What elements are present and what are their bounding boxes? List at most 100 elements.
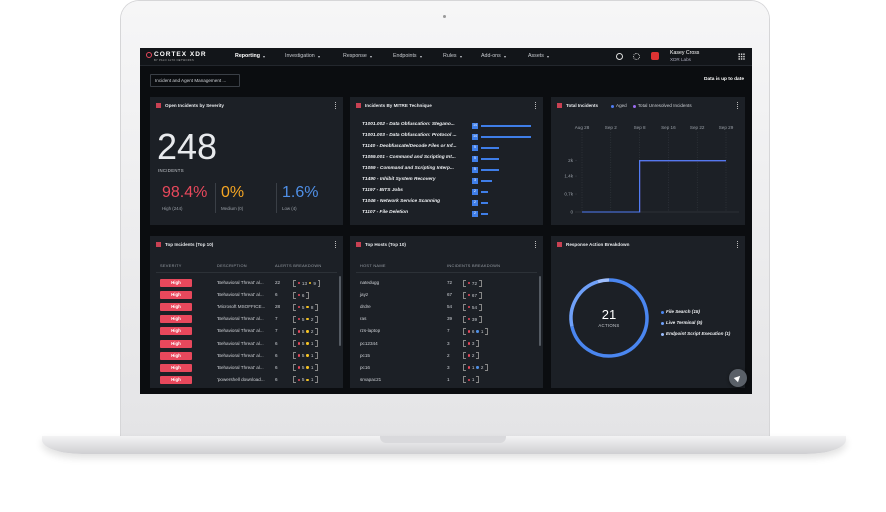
description[interactable]: 'Behavioral Threat' al... (217, 328, 264, 334)
nav-item[interactable]: Add-ons (481, 53, 506, 59)
host-name[interactable]: srvapac21 (360, 376, 382, 382)
column-header: SEVERITY (160, 263, 182, 268)
host-name[interactable]: natedugg (360, 280, 380, 285)
x-tick-label: Sep 29 (719, 125, 734, 130)
breakdown: 72 (463, 279, 482, 287)
nav-caret (419, 56, 422, 58)
technique-name[interactable]: T1059.001 - Command and Scripting Int... (362, 155, 456, 160)
breakdown-count: 1 (310, 365, 314, 371)
incidents: 67 (447, 292, 453, 298)
widget-menu[interactable] (335, 241, 336, 248)
user-name[interactable]: Kasey Cross (670, 50, 700, 56)
technique-name[interactable]: T1140 - Deobfuscate/Decode Files or Inf.… (362, 144, 457, 149)
widget-menu[interactable] (535, 241, 536, 248)
technique-bar (481, 158, 499, 160)
nav-caret (503, 56, 506, 58)
breakdown-dot (476, 366, 479, 369)
nav-item[interactable]: Response (343, 53, 372, 59)
host-name[interactable]: jayz (360, 292, 369, 298)
widget: Incidents By MITRE Technique T1001.002 - … (350, 97, 543, 225)
breakdown-dot (297, 342, 300, 345)
donut-segment (570, 278, 649, 358)
host-name[interactable]: rzs-laptop (360, 328, 381, 334)
breakdown-dot (467, 378, 470, 381)
description[interactable]: 'Behavioral Threat' al... (217, 316, 264, 322)
widget: Total Incidents Aged Total Unresolved Inci… (551, 97, 745, 225)
legend-swatch (661, 311, 664, 314)
breakdown-count: 1 (310, 377, 314, 383)
legend-label[interactable]: File Search (15) (666, 309, 700, 314)
technique-name[interactable]: T1001.002 - Data Obfuscation: Stegano... (362, 122, 455, 127)
dashboard-select[interactable]: Incident and Agent Management ... (150, 74, 240, 87)
apps-icon[interactable] (738, 53, 745, 60)
host-name[interactable]: pc16 (360, 364, 370, 370)
technique-name[interactable]: T1001.003 - Data Obfuscation: Protocol .… (362, 133, 457, 138)
legend-swatch (611, 104, 614, 108)
notifications-icon[interactable] (651, 52, 659, 60)
incidents: 39 (447, 316, 453, 322)
description[interactable]: 'Behavioral Threat' al... (217, 340, 264, 346)
quick-launch-button[interactable] (729, 369, 747, 387)
technique-name[interactable]: T1046 - Network Service Scanning (362, 199, 441, 204)
breakdown: 13 9 (293, 279, 321, 287)
description[interactable]: 'Behavioral Threat' al... (217, 292, 264, 298)
incidents: 1 (447, 376, 450, 382)
user-org: XDR Labs (670, 57, 691, 62)
breakdown: 6 (293, 291, 309, 299)
description[interactable]: 'powershell download... (217, 376, 265, 382)
severity: High (171, 280, 181, 285)
incidents: 54 (447, 304, 453, 310)
technique-count: 14 (472, 133, 478, 140)
alerts: 22 (275, 280, 281, 285)
severity-badge: High (160, 303, 192, 312)
logo-tagline: BY PALO ALTO NETWORKS (154, 58, 194, 62)
description[interactable]: 'Behavioral Threat' al... (217, 364, 264, 370)
legend-label[interactable]: Aged (616, 102, 627, 108)
breakdown: 1 (463, 376, 479, 384)
technique-name[interactable]: T1059 - Command and Scripting Interp... (362, 166, 454, 171)
nav-item[interactable]: Reporting (235, 53, 266, 59)
host-name[interactable]: drdre (360, 304, 371, 310)
legend-label[interactable]: Live Terminal (5) (666, 320, 703, 325)
widget-icon (557, 103, 562, 108)
widget-menu[interactable] (737, 102, 738, 109)
separator (215, 183, 216, 213)
nav-item[interactable]: Investigation (285, 53, 320, 59)
technique-bar (481, 191, 489, 193)
breakdown-count: 39 (471, 316, 478, 322)
host-name[interactable]: ras (360, 316, 367, 322)
description[interactable]: 'Microsoft MSOFFICE... (217, 304, 266, 310)
breakdown-dot (297, 318, 300, 321)
breakdown-count: 1 (471, 365, 475, 371)
technique-name[interactable]: T1107 - File Deletion (362, 210, 409, 215)
settings-icon[interactable] (633, 53, 640, 60)
technique-name[interactable]: T1197 - BITS Jobs (362, 188, 403, 193)
nav-item[interactable]: Rules (443, 53, 462, 59)
legend-label[interactable]: Endpoint Script Execution (1) (666, 331, 731, 336)
severity: High (171, 352, 181, 358)
legend-label[interactable]: Total Unresolved Incidents (637, 102, 692, 108)
widget-menu[interactable] (335, 102, 336, 109)
nav-item[interactable]: Assets (528, 53, 549, 59)
description[interactable]: 'Behavioral Threat' al... (217, 280, 264, 285)
help-icon[interactable] (616, 53, 623, 60)
widget-menu[interactable] (737, 241, 738, 248)
nav-item[interactable]: Endpoints (393, 53, 422, 59)
host-name[interactable]: pc12344 (360, 340, 378, 346)
severity-badge: High (160, 339, 192, 348)
severity-badge: High (160, 315, 192, 324)
description[interactable]: 'Behavioral Threat' al... (217, 352, 264, 358)
host-name[interactable]: pc15 (360, 352, 370, 358)
header-rule (356, 272, 537, 273)
screen: CORTEX XDR BY PALO ALTO NETWORKS Reporting… (140, 48, 752, 394)
severity: High (171, 376, 181, 382)
breakdown-count: 1 (471, 377, 475, 383)
alerts: 7 (275, 328, 278, 334)
technique-bar (481, 213, 489, 215)
column-header: INCIDENTS BREAKDOWN (447, 263, 501, 268)
widget-menu[interactable] (535, 102, 536, 109)
technique-name[interactable]: T1490 - Inhibit System Recovery (362, 177, 436, 182)
severity: High (171, 328, 181, 334)
